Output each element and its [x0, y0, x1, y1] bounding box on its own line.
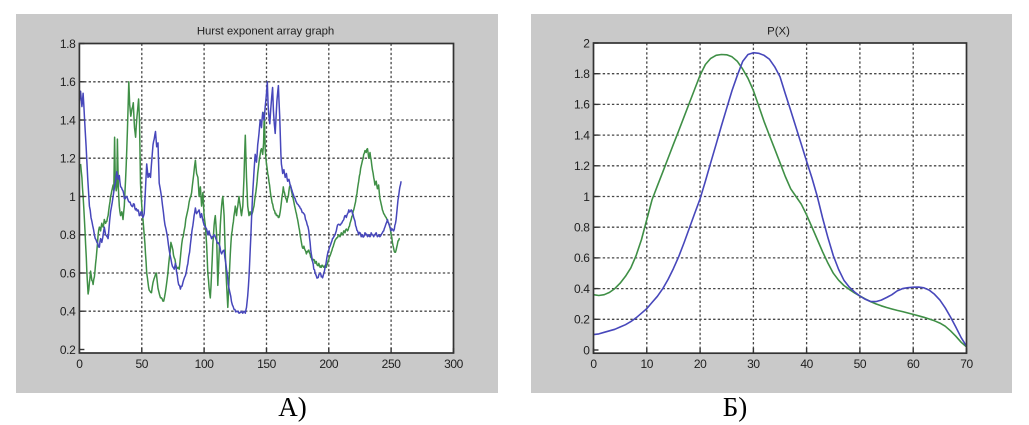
svg-text:P(X): P(X) [767, 26, 790, 38]
svg-text:0.2: 0.2 [60, 343, 76, 357]
svg-text:1.4: 1.4 [574, 128, 590, 142]
svg-text:1.8: 1.8 [60, 37, 76, 51]
svg-text:20: 20 [694, 357, 707, 371]
svg-text:1.2: 1.2 [60, 152, 76, 166]
svg-text:0.6: 0.6 [60, 266, 76, 280]
svg-text:0.6: 0.6 [574, 251, 590, 265]
svg-text:200: 200 [319, 357, 339, 371]
svg-text:1.6: 1.6 [574, 98, 590, 112]
svg-text:30: 30 [747, 357, 760, 371]
svg-text:2: 2 [583, 36, 590, 50]
svg-text:1.2: 1.2 [574, 159, 590, 173]
svg-text:150: 150 [257, 357, 277, 371]
svg-text:А): А) [278, 392, 307, 422]
svg-text:50: 50 [136, 357, 149, 371]
svg-text:0.8: 0.8 [574, 221, 590, 235]
svg-text:40: 40 [800, 357, 813, 371]
svg-text:Hurst exponent array graph: Hurst exponent array graph [197, 26, 334, 38]
svg-text:0: 0 [583, 343, 590, 357]
svg-text:0.4: 0.4 [60, 305, 76, 319]
svg-text:0: 0 [590, 357, 597, 371]
svg-text:1.4: 1.4 [60, 113, 76, 127]
svg-text:60: 60 [907, 357, 920, 371]
svg-text:1.8: 1.8 [574, 67, 590, 81]
svg-text:0: 0 [76, 357, 83, 371]
svg-text:1: 1 [583, 190, 590, 204]
svg-text:100: 100 [195, 357, 215, 371]
svg-text:50: 50 [854, 357, 867, 371]
svg-text:Б): Б) [723, 392, 748, 422]
svg-text:0.8: 0.8 [60, 228, 76, 242]
svg-text:10: 10 [641, 357, 654, 371]
svg-text:0.4: 0.4 [574, 282, 590, 296]
svg-text:70: 70 [960, 357, 973, 371]
svg-text:1.6: 1.6 [60, 75, 76, 89]
svg-text:250: 250 [382, 357, 402, 371]
svg-text:300: 300 [444, 357, 464, 371]
svg-text:0.2: 0.2 [574, 313, 590, 327]
svg-text:1: 1 [69, 190, 76, 204]
